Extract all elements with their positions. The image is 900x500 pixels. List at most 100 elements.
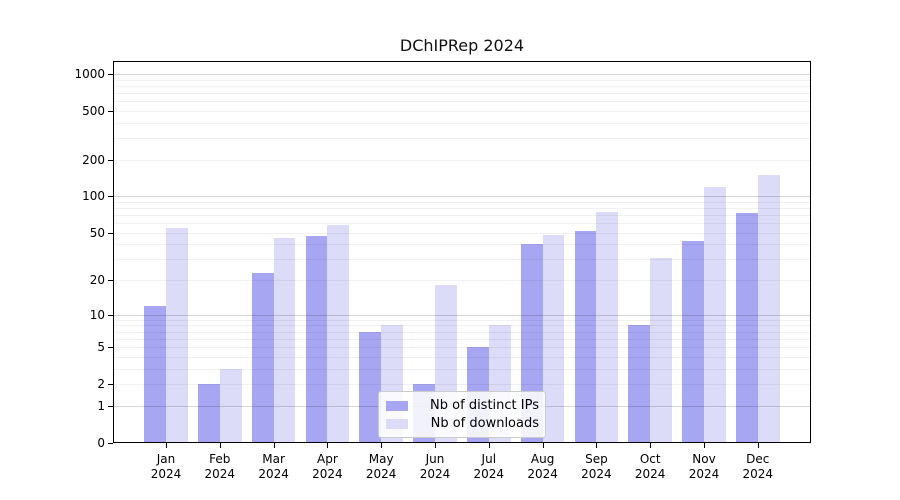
legend-item-distinct-ips: Nb of distinct IPs	[386, 397, 539, 415]
x-tick-month: Apr	[317, 452, 338, 466]
y-tick-20	[108, 280, 113, 282]
x-tick-month: Mar	[262, 452, 285, 466]
plot-border	[113, 61, 811, 443]
gridline-minor-2	[113, 383, 810, 385]
gridline-minor-600	[113, 101, 810, 103]
bar-downloads-apr	[327, 225, 350, 443]
gridline-minor-50	[113, 232, 810, 234]
x-tick-month: Feb	[209, 452, 231, 466]
y-tick-label-2: 2	[97, 376, 105, 391]
x-tick-year: 2024	[365, 467, 397, 481]
x-tick-year: 2024	[473, 467, 505, 481]
bar-distinct-ips-apr	[305, 236, 328, 443]
x-tick-oct	[650, 442, 652, 448]
x-tick-year: 2024	[258, 467, 289, 481]
gridline-minor-30	[113, 259, 810, 261]
bar-downloads-jan	[166, 227, 188, 443]
gridline-minor-8	[113, 325, 810, 327]
bar-distinct-ips-mar	[251, 273, 274, 443]
gridline-minor-70	[113, 215, 810, 217]
x-tick-label-apr: Apr 2024	[295, 452, 359, 482]
x-tick-jun	[435, 442, 436, 448]
legend-label-downloads: Nb of downloads	[430, 416, 539, 431]
bar-distinct-ips-dec	[736, 212, 758, 443]
gridline-minor-200	[113, 159, 810, 161]
y-tick-label-5: 5	[97, 339, 105, 354]
y-tick-500	[108, 110, 113, 112]
x-tick-month: Jul	[481, 452, 497, 466]
x-tick-label-feb: Feb 2024	[188, 452, 252, 482]
y-tick-10	[108, 314, 113, 316]
bar-downloads-dec	[757, 174, 780, 443]
y-tick-1	[108, 405, 113, 407]
x-tick-aug	[542, 442, 544, 448]
x-tick-year: 2024	[634, 467, 666, 481]
bar-downloads-sep	[596, 211, 619, 443]
gridline-minor-20	[113, 280, 810, 282]
x-tick-apr	[327, 442, 329, 448]
bar-downloads-feb	[219, 368, 242, 443]
gridline-minor-90	[113, 201, 810, 203]
y-tick-label-500: 500	[82, 103, 105, 118]
x-tick-label-jul: Jul 2024	[457, 452, 521, 482]
gridline-minor-500	[113, 110, 810, 112]
legend: Nb of distinct IPs Nb of downloads	[378, 391, 546, 438]
gridline-minor-80	[113, 208, 810, 210]
x-tick-label-aug: Aug 2024	[511, 452, 575, 482]
y-tick-100	[108, 196, 113, 198]
x-tick-may	[381, 442, 383, 448]
y-tick-label-100: 100	[82, 189, 105, 204]
bar-distinct-ips-feb	[198, 383, 220, 443]
gridline-minor-300	[113, 138, 810, 140]
gridline-minor-3	[113, 368, 810, 370]
x-tick-label-oct: Oct 2024	[618, 452, 682, 482]
x-tick-year: 2024	[742, 467, 774, 481]
x-tick-jul	[488, 442, 490, 448]
x-tick-month: Nov	[692, 452, 716, 466]
y-tick-label-200: 200	[82, 152, 105, 167]
gridline-minor-40	[113, 244, 810, 246]
gridline-major-1000	[113, 74, 810, 76]
bar-distinct-ips-sep	[574, 230, 597, 443]
gridline-major-10	[113, 314, 810, 316]
x-tick-label-dec: Dec 2024	[726, 452, 790, 482]
bar-downloads-mar	[273, 238, 296, 443]
x-tick-sep	[596, 442, 598, 448]
bar-downloads-oct	[650, 257, 672, 443]
x-tick-nov	[704, 442, 705, 448]
x-tick-month: May	[368, 452, 394, 466]
legend-swatch-distinct-ips	[386, 401, 408, 411]
x-tick-month: Jun	[425, 452, 445, 466]
x-tick-year: 2024	[150, 467, 182, 481]
x-tick-label-nov: Nov 2024	[672, 452, 736, 482]
x-tick-label-may: May 2024	[349, 452, 413, 482]
gridline-minor-5	[113, 346, 810, 348]
gridline-minor-60	[113, 223, 810, 225]
bar-distinct-ips-nov	[682, 240, 704, 443]
x-tick-year: 2024	[527, 467, 558, 481]
gridline-minor-700	[113, 93, 810, 95]
x-tick-month: Jan	[156, 452, 176, 466]
x-tick-month: Sep	[585, 452, 608, 466]
x-tick-label-jan: Jan 2024	[134, 452, 198, 482]
gridline-major-100	[113, 196, 810, 198]
gridline-minor-9	[113, 319, 810, 321]
x-tick-month: Oct	[639, 452, 661, 466]
gridline-minor-4	[113, 356, 810, 358]
chart-title: DChIPRep 2024	[399, 36, 525, 55]
y-tick-1000	[108, 74, 113, 76]
gridline-minor-6	[113, 338, 810, 340]
y-tick-5	[108, 346, 113, 348]
bar-downloads-nov	[704, 186, 726, 443]
legend-label-distinct-ips: Nb of distinct IPs	[430, 398, 539, 413]
x-tick-jan	[166, 442, 167, 448]
bar-distinct-ips-oct	[628, 325, 651, 443]
gridline-minor-900	[113, 79, 810, 81]
x-tick-year: 2024	[688, 467, 720, 481]
x-tick-mar	[273, 442, 275, 448]
x-tick-year: 2024	[204, 467, 236, 481]
x-tick-month: Aug	[530, 452, 555, 466]
